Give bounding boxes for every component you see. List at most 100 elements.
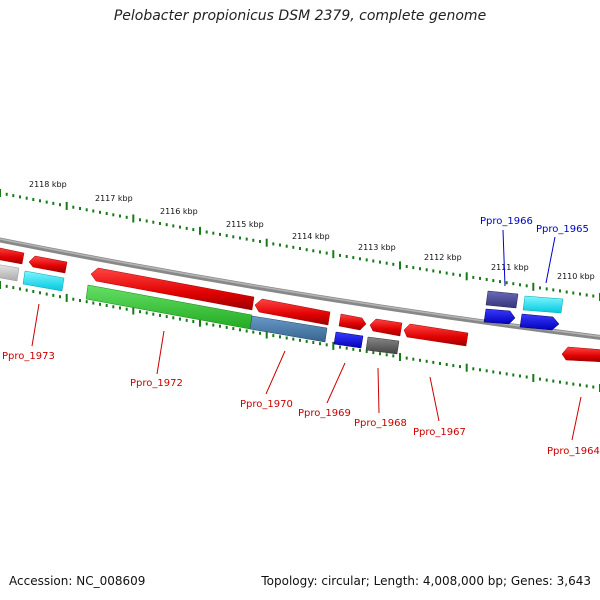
- upper-scale-minor-tick: [259, 240, 261, 243]
- lower-scale-minor-tick: [565, 381, 568, 385]
- lower-scale-minor-tick: [12, 286, 15, 290]
- upper-scale-minor-tick: [105, 212, 108, 215]
- upper-scale-minor-tick: [39, 199, 41, 203]
- upper-scale-minor-tick: [172, 224, 175, 228]
- gene-feature-blue-right-1[interactable]: [483, 308, 516, 325]
- lower-scale-minor-tick: [359, 348, 361, 352]
- upper-scale-minor-tick: [25, 196, 28, 200]
- upper-scale-minor-tick: [452, 272, 455, 276]
- upper-scale-minor-tick: [565, 290, 568, 294]
- lower-scale-minor-tick: [185, 318, 188, 322]
- upper-scale-minor-tick: [239, 236, 241, 240]
- upper-scale-minor-tick: [312, 249, 315, 253]
- label-ppro-1972[interactable]: Ppro_1972: [130, 378, 183, 389]
- label-ppro-1973[interactable]: Ppro_1973: [2, 351, 55, 362]
- lower-scale-minor-tick: [519, 374, 521, 378]
- lower-scale-minor-tick: [45, 292, 48, 296]
- leader-ppro-1966: [502, 229, 506, 287]
- lower-scale-minor-tick: [145, 311, 148, 315]
- leader-ppro-1973: [31, 303, 40, 347]
- gene-feature-red-long[interactable]: [90, 267, 255, 311]
- leader-ppro-1972: [156, 330, 165, 375]
- gene-ppro-1965[interactable]: [522, 295, 564, 314]
- upper-scale-minor-tick: [545, 287, 548, 291]
- lower-scale-minor-tick: [245, 329, 248, 333]
- upper-scale-minor-tick: [285, 244, 288, 248]
- upper-scale-minor-tick: [159, 222, 161, 225]
- upper-scale-minor-tick: [185, 226, 188, 230]
- label-ppro-1964[interactable]: Ppro_1964: [547, 446, 600, 457]
- gene-ppro-1969[interactable]: [333, 331, 364, 349]
- upper-scale-minor-tick: [165, 223, 168, 227]
- lower-scale-major-tick: [65, 293, 68, 302]
- gene-feature-blue-right-2[interactable]: [519, 313, 560, 331]
- lower-scale-minor-tick: [279, 335, 281, 339]
- lower-scale-minor-tick: [152, 312, 155, 316]
- gene-ppro-1966[interactable]: [485, 290, 519, 309]
- gene-feature-red-small[interactable]: [28, 255, 68, 274]
- gene-feature-red-mid[interactable]: [254, 298, 331, 326]
- lower-scale-minor-tick: [512, 373, 515, 377]
- upper-scale-minor-tick: [72, 205, 75, 209]
- gene-ppro-1973[interactable]: [22, 270, 65, 292]
- label-ppro-1969[interactable]: Ppro_1969: [298, 408, 351, 419]
- gene-feature-left-grey[interactable]: [0, 264, 20, 282]
- lower-scale-minor-tick: [499, 371, 501, 375]
- upper-scale-minor-tick: [505, 281, 508, 285]
- label-ppro-1968[interactable]: Ppro_1968: [354, 418, 407, 429]
- upper-scale-minor-tick: [525, 284, 528, 288]
- upper-scale-minor-tick: [445, 271, 448, 275]
- lower-scale-minor-tick: [19, 287, 21, 291]
- upper-scale-minor-tick: [372, 259, 375, 263]
- upper-scale-minor-tick: [412, 266, 415, 270]
- label-ppro-1965[interactable]: Ppro_1965: [536, 224, 589, 235]
- lower-scale-minor-tick: [485, 369, 488, 373]
- gene-ppro-1967[interactable]: [403, 323, 469, 347]
- upper-scale-minor-tick: [92, 209, 95, 213]
- lower-scale-minor-tick: [25, 288, 28, 292]
- lower-scale-minor-tick: [192, 320, 195, 323]
- scale-label-2116: 2116 kbp: [160, 207, 198, 216]
- lower-scale-minor-tick: [585, 384, 588, 388]
- gene-ppro-1968[interactable]: [365, 336, 400, 355]
- upper-scale-minor-tick: [245, 237, 248, 241]
- lower-scale-minor-tick: [592, 385, 595, 389]
- lower-scale-minor-tick: [299, 338, 301, 342]
- upper-scale-minor-tick: [432, 269, 435, 273]
- lower-scale-minor-tick: [112, 305, 115, 309]
- label-ppro-1967[interactable]: Ppro_1967: [413, 427, 466, 438]
- upper-scale-minor-tick: [499, 280, 501, 284]
- gene-feature-red-right-1[interactable]: [338, 313, 367, 331]
- lower-scale-minor-tick: [479, 368, 481, 372]
- genome-title: Pelobacter propionicus DSM 2379, complet…: [113, 8, 487, 24]
- upper-scale-minor-tick: [99, 210, 101, 214]
- lower-scale-minor-tick: [419, 358, 421, 362]
- upper-scale-minor-tick: [305, 248, 308, 252]
- upper-scale-major-tick: [199, 226, 201, 235]
- upper-scale-minor-tick: [492, 279, 495, 283]
- label-ppro-1966[interactable]: Ppro_1966: [480, 216, 533, 227]
- upper-scale-minor-tick: [272, 242, 275, 246]
- label-ppro-1970[interactable]: Ppro_1970: [240, 399, 293, 410]
- lower-scale-minor-tick: [545, 378, 548, 382]
- scale-label-2111: 2111 kbp: [491, 263, 529, 272]
- upper-scale-minor-tick: [339, 253, 341, 257]
- lower-scale-major-tick: [132, 306, 135, 315]
- scale-label-2117: 2117 kbp: [95, 194, 133, 203]
- lower-scale-minor-tick: [439, 362, 441, 365]
- lower-scale-minor-tick: [32, 290, 35, 293]
- gene-feature-left-red[interactable]: [0, 247, 25, 265]
- lower-scale-major-tick: [265, 330, 268, 339]
- lower-scale-minor-tick: [339, 345, 341, 349]
- lower-scale-minor-tick: [212, 323, 215, 327]
- gene-ppro-1964[interactable]: [561, 346, 600, 362]
- lower-scale-minor-tick: [305, 339, 308, 343]
- gene-ppro-1970[interactable]: [249, 315, 328, 343]
- lower-scale-minor-tick: [92, 301, 95, 305]
- lower-scale-minor-tick: [239, 328, 241, 332]
- upper-scale-minor-tick: [299, 247, 301, 250]
- upper-scale-minor-tick: [365, 258, 368, 262]
- genome-backbone: [0, 237, 600, 340]
- gene-feature-red-left-2[interactable]: [369, 318, 403, 337]
